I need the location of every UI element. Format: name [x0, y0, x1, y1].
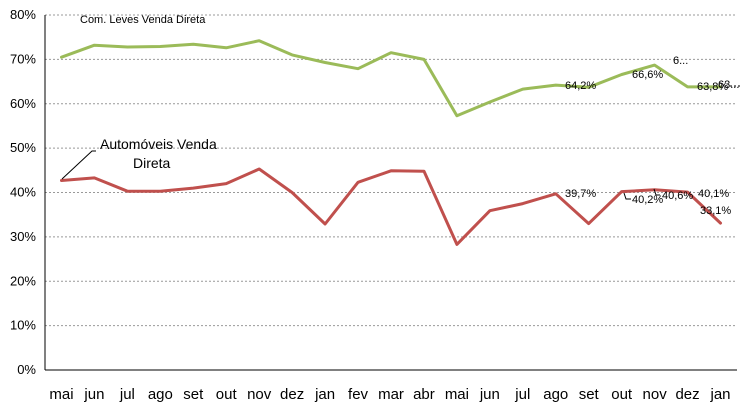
data-label: 63,8%	[697, 81, 728, 93]
x-tick-label: jan	[710, 386, 731, 403]
x-tick-label: abr	[413, 386, 435, 403]
data-label: 40,6%	[662, 190, 693, 202]
x-tick-label: nov	[247, 386, 272, 403]
data-label-leader	[653, 188, 660, 196]
series-label-automoveis-leader	[61, 150, 96, 180]
data-label: 63...	[718, 79, 739, 91]
y-tick-label: 60%	[10, 96, 36, 111]
y-tick-label: 70%	[10, 51, 36, 66]
y-tick-label: 30%	[10, 229, 36, 244]
x-tick-label: jul	[119, 386, 135, 403]
series-label-automoveis-line1: Automóveis Venda	[100, 136, 217, 152]
series-lines	[60, 39, 722, 246]
x-tick-label: nov	[643, 386, 668, 403]
x-tick-label: dez	[280, 386, 304, 403]
data-label: 39,7%	[565, 188, 596, 200]
x-tick-label: jan	[314, 386, 335, 403]
y-tick-label: 80%	[10, 7, 36, 22]
x-axis-ticks: mai jun jul ago set out nov dez jan fev mar abr mai j…	[49, 386, 730, 403]
series-line-1	[60, 39, 722, 118]
x-tick-label: out	[611, 386, 633, 403]
x-tick-label: set	[183, 386, 204, 403]
x-tick-label: out	[216, 386, 238, 403]
data-label: 40,2%	[632, 194, 663, 206]
y-tick-label: 20%	[10, 273, 36, 288]
data-label-leader	[623, 192, 631, 200]
x-tick-label: dez	[675, 386, 699, 403]
data-label: 40,1%	[698, 188, 729, 200]
series-label-automoveis-line2: Direta	[133, 155, 171, 171]
data-label: 6...	[673, 55, 688, 67]
data-labels: 64,2% 66,6% 6... 63,8% 63... 39,7% 40,2%…	[565, 55, 740, 217]
x-tick-label: ago	[543, 386, 568, 403]
y-tick-label: 10%	[10, 318, 36, 333]
x-tick-label: ago	[148, 386, 173, 403]
x-tick-label: set	[579, 386, 600, 403]
y-tick-label: 0%	[17, 362, 36, 377]
x-tick-label: jun	[83, 386, 104, 403]
y-axis-ticks: 0% 10% 20% 30% 40% 50% 60% 70% 80%	[10, 7, 36, 377]
series-label-com-leves: Com. Leves Venda Direta	[80, 14, 206, 26]
x-tick-label: fev	[348, 386, 369, 403]
data-label: 64,2%	[565, 80, 596, 92]
x-tick-label: mai	[49, 386, 73, 403]
data-label: 66,6%	[632, 69, 663, 81]
y-tick-label: 50%	[10, 140, 36, 155]
x-tick-label: mai	[445, 386, 469, 403]
x-tick-label: jun	[479, 386, 500, 403]
x-tick-label: jul	[514, 386, 530, 403]
y-tick-label: 40%	[10, 185, 36, 200]
x-tick-label: mar	[378, 386, 404, 403]
data-label: 33,1%	[700, 205, 731, 217]
series-line-2	[60, 167, 722, 246]
